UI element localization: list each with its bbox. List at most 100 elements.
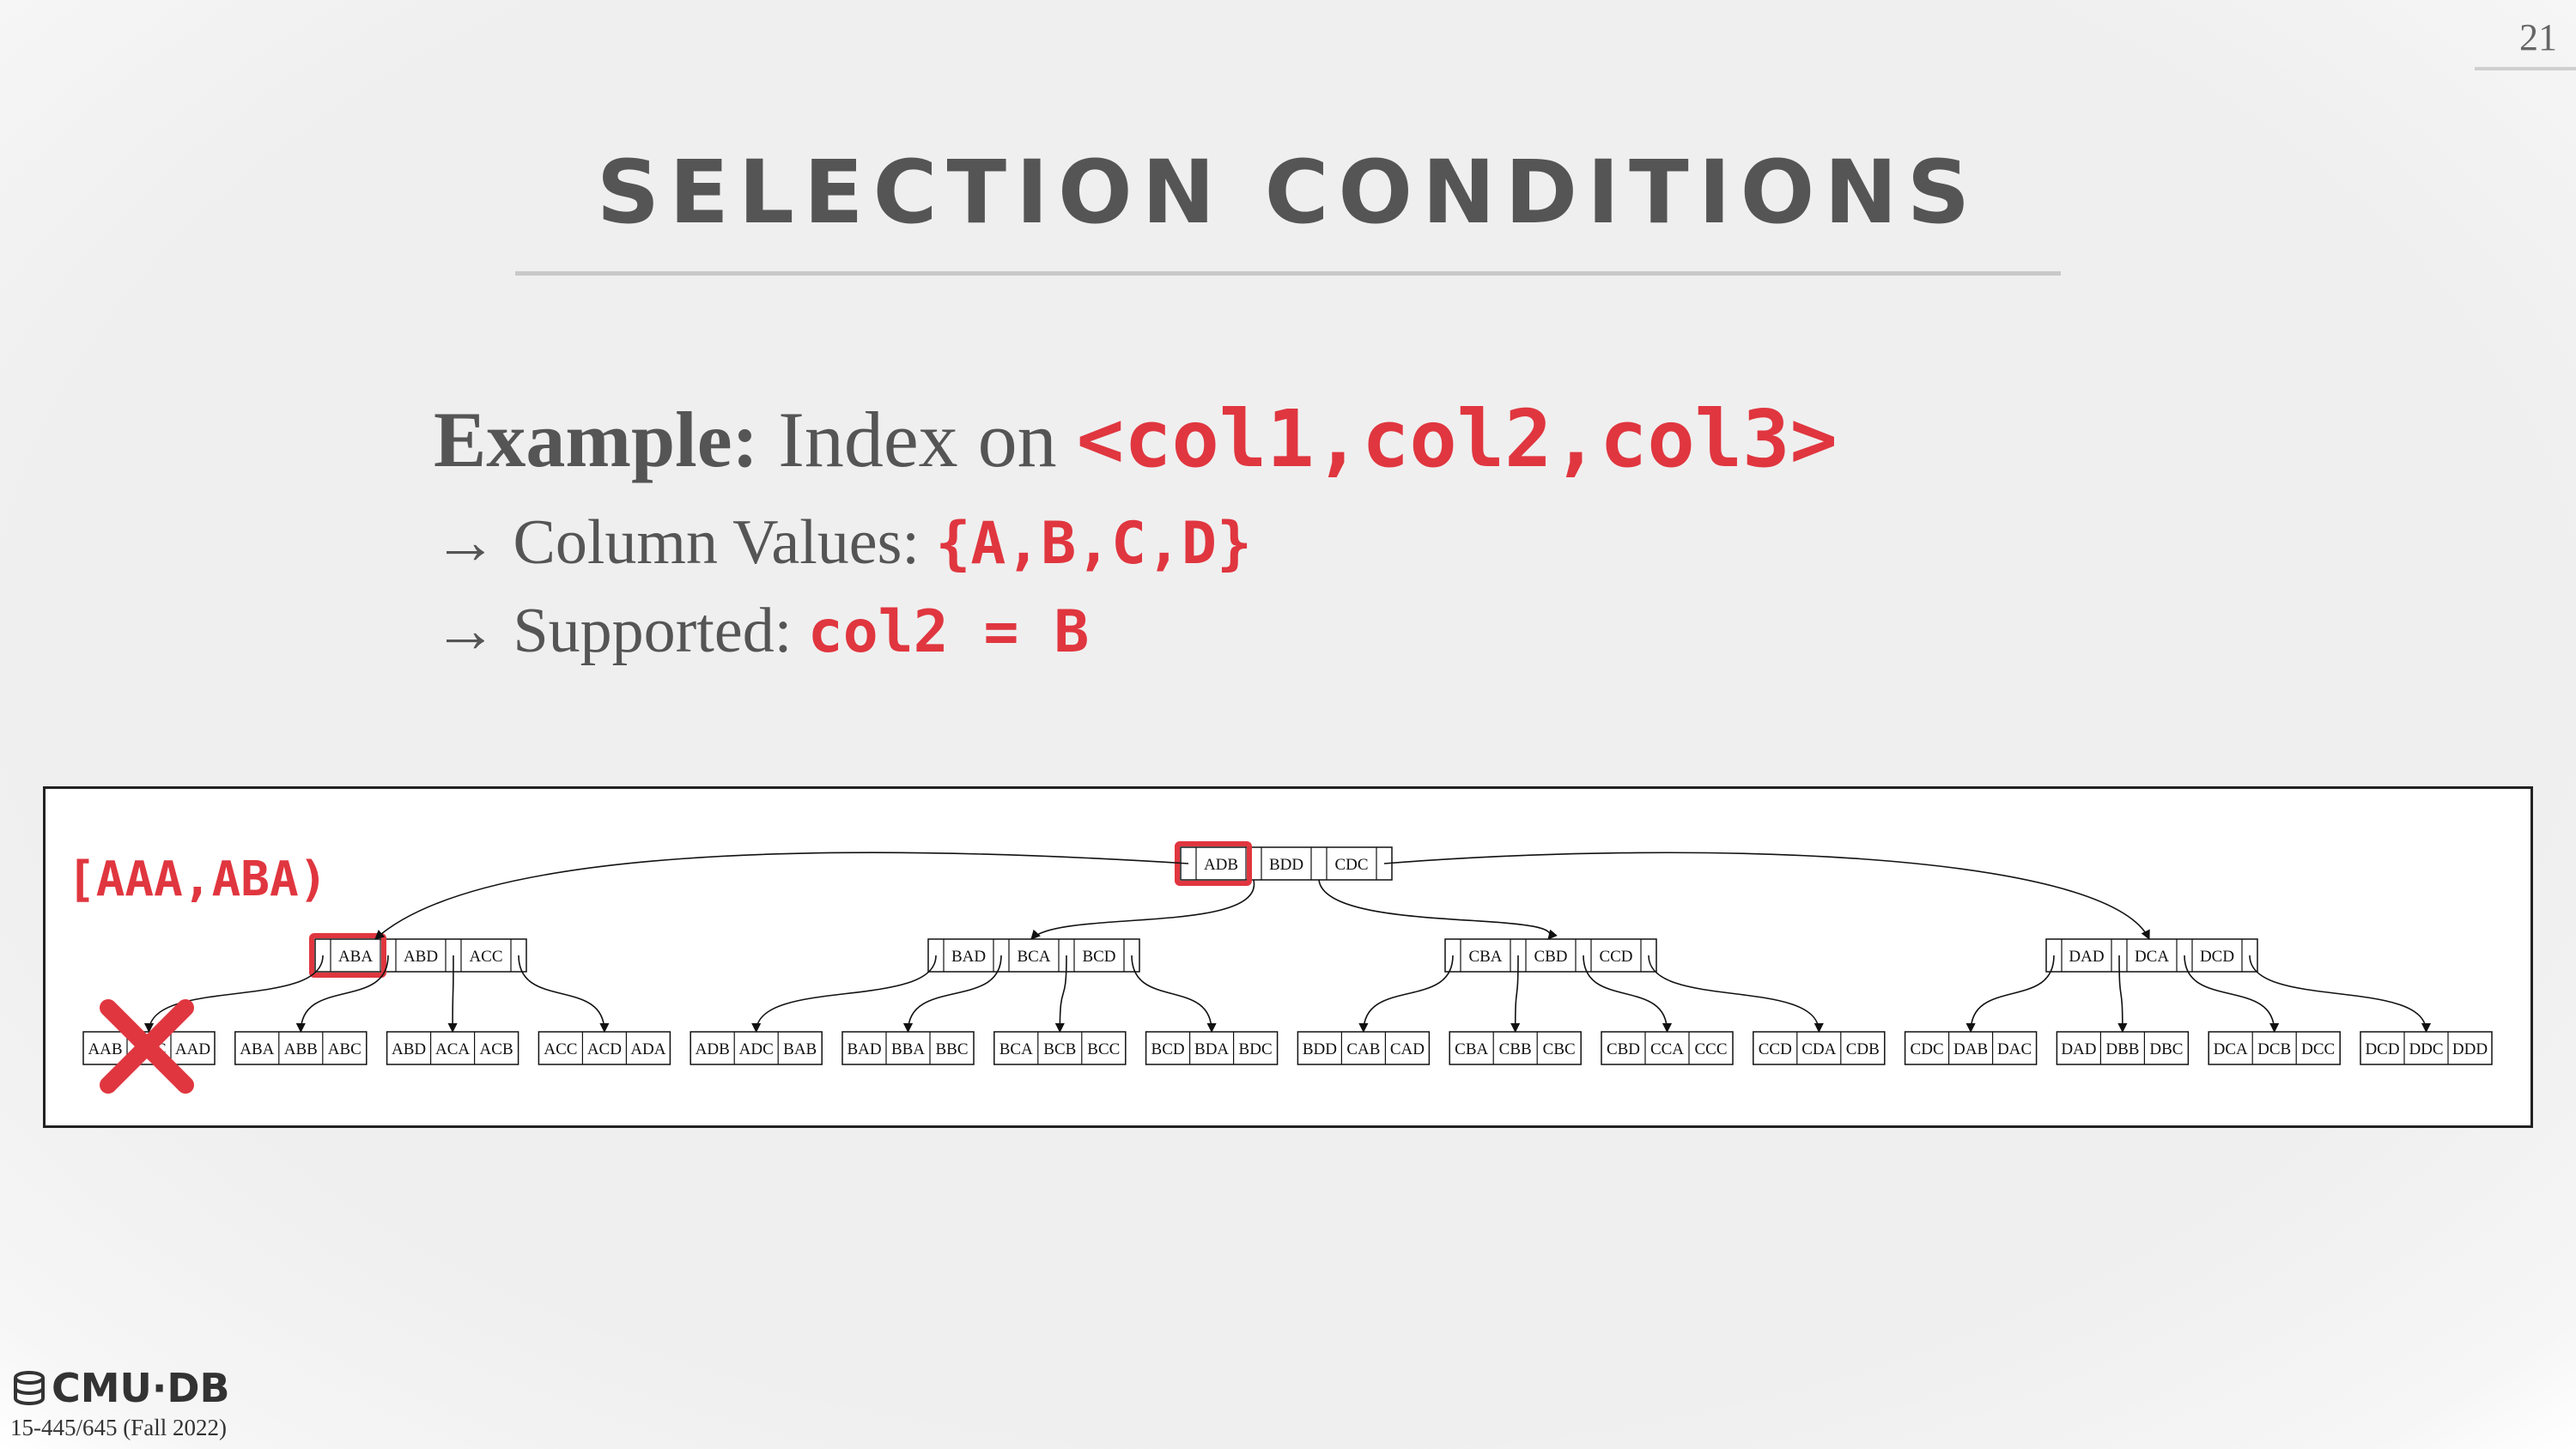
inner-edge xyxy=(1358,955,1454,1034)
inner-node-highlight xyxy=(309,933,386,978)
leaf-node-key: ADC xyxy=(739,1040,774,1058)
inner-node-key: ABD xyxy=(404,948,438,966)
bullet-supported: → Supported: col2 = B xyxy=(434,595,1089,668)
root-edge xyxy=(1030,879,1255,940)
leaf-node-key: DCB xyxy=(2257,1040,2291,1058)
inner-edge xyxy=(2249,955,2432,1034)
leaf-node-key: AAD xyxy=(175,1040,210,1058)
inner-edge xyxy=(1131,955,1217,1034)
leaf-node-key: CBA xyxy=(1455,1040,1488,1058)
leaf-node-key: ACB xyxy=(480,1040,513,1058)
leaf-node-key: CBC xyxy=(1543,1040,1576,1058)
leaf-node-key: CBB xyxy=(1499,1040,1532,1058)
example-label: Example: xyxy=(434,396,759,483)
leaf-node-key: BCA xyxy=(999,1040,1033,1058)
root-edge xyxy=(1383,852,2150,941)
leaf-node-key: ABB xyxy=(284,1040,318,1058)
root-edge xyxy=(374,852,1189,940)
leaf-node-key: BDC xyxy=(1239,1040,1273,1058)
leaf-node-key: BBC xyxy=(935,1040,968,1058)
leaf-node-key: ACD xyxy=(587,1040,622,1058)
inner-node-key: ACC xyxy=(469,948,502,966)
leaf-node-key: DDC xyxy=(2409,1040,2443,1058)
leaf-node-key: DBB xyxy=(2105,1040,2139,1058)
leaf-node-node xyxy=(234,1031,368,1065)
leaf-node-node xyxy=(1297,1031,1431,1065)
leaf-node-key: CDB xyxy=(1846,1040,1880,1058)
leaf-node-key: BDD xyxy=(1303,1040,1337,1058)
leaf-node-node xyxy=(1145,1031,1279,1065)
leaf-node-key: CDA xyxy=(1801,1040,1836,1058)
leaf-node-key: CCD xyxy=(1759,1040,1792,1058)
cmu-db-logo: CMU·DB xyxy=(12,1365,230,1411)
inner-edge xyxy=(2117,955,2128,1034)
leaf-node-node xyxy=(841,1031,975,1065)
leaf-node-key: DCA xyxy=(2214,1040,2248,1058)
inner-edge xyxy=(518,955,610,1034)
leaf-node-key: DAD xyxy=(2061,1040,2096,1058)
leaf-node-key: DCD xyxy=(2365,1040,2399,1058)
inner-node-node xyxy=(1444,938,1657,973)
inner-node-key: DCA xyxy=(2135,948,2169,966)
leaf-node-key: ACA xyxy=(435,1040,470,1058)
arrow-icon: → xyxy=(434,596,497,666)
inner-node-key: DAD xyxy=(2069,948,2104,966)
leaf-node-key: ABC xyxy=(328,1040,361,1058)
inner-node-key: BAD xyxy=(951,948,986,966)
leaf-node-node xyxy=(993,1031,1127,1065)
example-line: Example: Index on <col1,col2,col3> xyxy=(434,393,1838,485)
root-key: CDC xyxy=(1334,856,1368,874)
leaf-node-key: CBD xyxy=(1607,1040,1640,1058)
leaf-node-key: BCD xyxy=(1151,1040,1185,1058)
leaf-node-node xyxy=(538,1031,671,1065)
slide-title: SELECTION CONDITIONS xyxy=(596,142,1980,244)
cross-icon xyxy=(100,999,194,1094)
leaf-node-key: CAB xyxy=(1346,1040,1380,1058)
bullet-code: col2 = B xyxy=(807,598,1090,666)
leaf-node-key: CDC xyxy=(1911,1040,1944,1058)
inner-edge xyxy=(2184,955,2280,1034)
leaf-node-key: DAC xyxy=(1997,1040,2032,1058)
leaf-node-key: BAB xyxy=(783,1040,817,1058)
leaf-node-key: ACC xyxy=(544,1040,577,1058)
leaf-node-node xyxy=(2360,1031,2493,1065)
inner-edge xyxy=(902,955,1002,1034)
leaf-node-key: DBC xyxy=(2149,1040,2183,1058)
page-number-rule xyxy=(2475,67,2576,70)
leaf-node-key: CCC xyxy=(1694,1040,1727,1058)
inner-node-key: BCD xyxy=(1082,948,1115,966)
course-label: 15-445/645 (Fall 2022) xyxy=(10,1415,227,1440)
example-code: <col1,col2,col3> xyxy=(1076,393,1838,485)
leaf-node-node xyxy=(1904,1031,2038,1065)
inner-edge xyxy=(1965,955,2055,1034)
leaf-node-key: DAB xyxy=(1953,1040,1988,1058)
inner-edge xyxy=(1054,955,1067,1034)
bullet-text: Column Values: xyxy=(513,507,920,578)
root-edge xyxy=(1318,879,1558,940)
example-text: Index on xyxy=(778,396,1057,483)
page-number: 21 xyxy=(2519,16,2557,58)
root-node xyxy=(1180,846,1393,881)
leaf-node-node xyxy=(690,1031,823,1065)
title-rule xyxy=(515,271,2061,276)
root-highlight xyxy=(1175,841,1252,886)
bullet-code: {A,B,C,D} xyxy=(935,510,1252,578)
inner-edge xyxy=(1510,955,1521,1034)
leaf-node-key: BCB xyxy=(1043,1040,1076,1058)
inner-edge xyxy=(143,955,324,1034)
arrow-icon: → xyxy=(434,507,497,578)
inner-node-key: ABA xyxy=(338,948,373,966)
leaf-node-key: BBA xyxy=(891,1040,925,1058)
leaf-node-key: ADB xyxy=(696,1040,730,1058)
inner-edge xyxy=(295,955,389,1034)
leaf-node-key: BCC xyxy=(1087,1040,1120,1058)
inner-node-key: BCA xyxy=(1017,948,1050,966)
inner-node-node xyxy=(2045,938,2258,973)
leaf-node-node xyxy=(1753,1031,1886,1065)
inner-node-node xyxy=(927,938,1140,973)
leaf-node-key: ABA xyxy=(240,1040,274,1058)
inner-edge xyxy=(1648,955,1824,1034)
leaf-node-key: ADA xyxy=(630,1040,665,1058)
inner-edge xyxy=(751,955,937,1034)
